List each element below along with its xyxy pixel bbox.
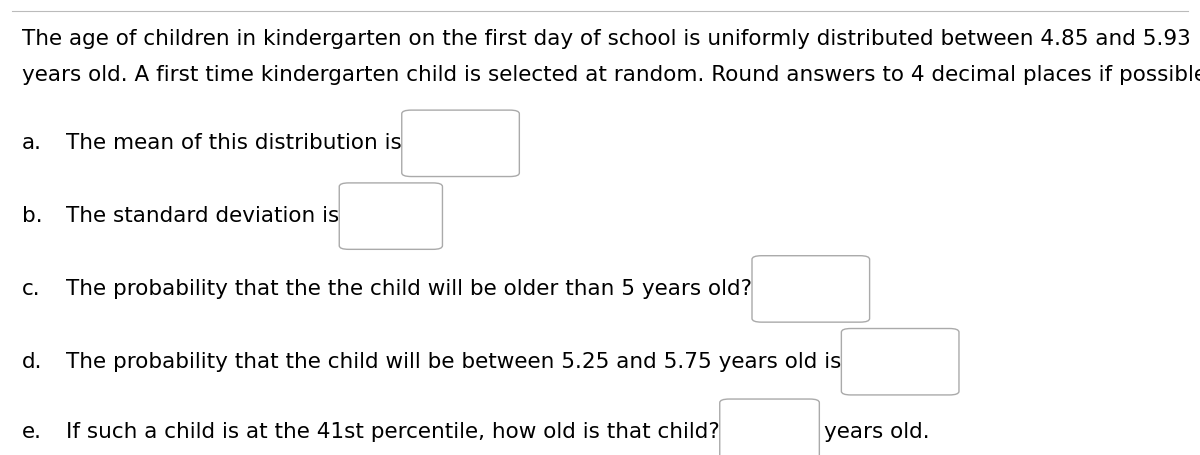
Text: The mean of this distribution is: The mean of this distribution is (66, 133, 402, 153)
Text: The standard deviation is: The standard deviation is (66, 206, 340, 226)
Text: The probability that the child will be between 5.25 and 5.75 years old is: The probability that the child will be b… (66, 352, 841, 372)
FancyBboxPatch shape (402, 110, 520, 177)
FancyBboxPatch shape (720, 399, 820, 455)
Text: b.: b. (22, 206, 42, 226)
FancyBboxPatch shape (841, 329, 959, 395)
Text: years old. A first time kindergarten child is selected at random. Round answers : years old. A first time kindergarten chi… (22, 65, 1200, 85)
Text: a.: a. (22, 133, 42, 153)
Text: If such a child is at the 41st percentile, how old is that child?: If such a child is at the 41st percentil… (66, 422, 720, 442)
Text: c.: c. (22, 279, 41, 299)
Text: d.: d. (22, 352, 42, 372)
FancyBboxPatch shape (340, 183, 443, 249)
Text: The age of children in kindergarten on the first day of school is uniformly dist: The age of children in kindergarten on t… (22, 29, 1190, 49)
Text: years old.: years old. (824, 422, 930, 442)
Text: e.: e. (22, 422, 42, 442)
Text: The probability that the the child will be older than 5 years old?: The probability that the the child will … (66, 279, 752, 299)
FancyBboxPatch shape (752, 256, 870, 322)
